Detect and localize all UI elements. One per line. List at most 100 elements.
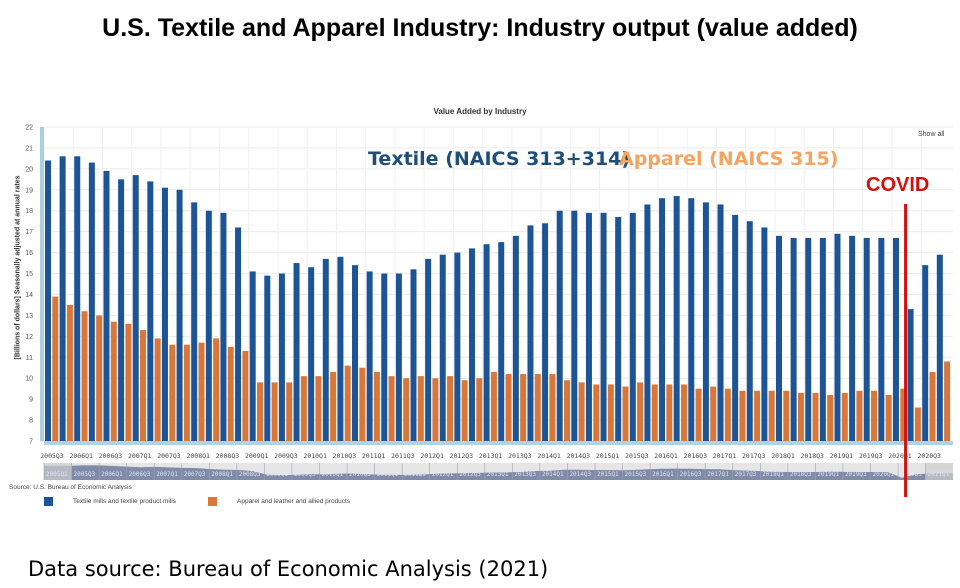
- bar-apparel: [768, 390, 775, 441]
- bar-apparel: [227, 346, 234, 441]
- y-tick-label: 12: [25, 334, 33, 341]
- bar-apparel: [549, 374, 556, 441]
- bar-apparel: [359, 367, 366, 441]
- bar-textile: [819, 237, 826, 441]
- y-tick-label: 20: [25, 166, 33, 173]
- bar-textile: [556, 210, 563, 441]
- bar-textile: [512, 235, 519, 441]
- x-tick-label: 2009Q1: [245, 452, 269, 460]
- y-tick-label: 8: [29, 418, 33, 425]
- x-tick-label: 2019Q3: [859, 452, 883, 460]
- navigator-label: 2014Q1: [542, 471, 564, 478]
- bar-textile: [468, 248, 475, 441]
- bar-textile: [381, 273, 388, 441]
- bar-textile: [863, 237, 870, 441]
- bar-textile: [629, 212, 636, 441]
- bar-textile: [688, 198, 695, 441]
- bar-textile: [659, 198, 666, 441]
- bar-textile: [761, 227, 768, 441]
- bar-apparel: [680, 384, 687, 441]
- navigator-label: 2006Q3: [129, 471, 151, 478]
- bar-textile: [542, 223, 549, 441]
- series-textile: [45, 156, 943, 442]
- x-tick-label: 2013Q3: [508, 452, 532, 460]
- bar-apparel: [812, 392, 819, 441]
- bar-textile: [308, 267, 315, 441]
- navigator-label: 2005Q1: [46, 471, 68, 478]
- navigator-label: 2007Q3: [184, 471, 206, 478]
- navigator-label: 2015Q3: [625, 471, 647, 478]
- x-tick-label: 2020Q3: [917, 452, 941, 460]
- bar-apparel: [52, 296, 59, 441]
- apparel-annotation: Apparel (NAICS 315): [619, 148, 839, 170]
- bar-textile: [922, 265, 929, 441]
- bar-apparel: [564, 380, 570, 441]
- bar-apparel: [373, 371, 380, 441]
- navigator-area: [44, 465, 953, 480]
- bar-textile: [235, 227, 242, 441]
- navigator-label: 2012Q3: [459, 471, 481, 478]
- x-tick-label: 2011Q1: [362, 452, 386, 460]
- bar-apparel: [914, 407, 921, 441]
- bar-textile: [205, 210, 212, 441]
- x-tick-label: 2007Q3: [157, 452, 181, 460]
- legend-label-textile: Textile mills and textile product mills: [73, 498, 176, 505]
- bar-apparel: [344, 365, 351, 441]
- x-tick-label: 2010Q1: [303, 452, 327, 460]
- x-tick-label: 2012Q3: [450, 452, 474, 460]
- navigator-label: 2014Q3: [569, 471, 591, 478]
- y-axis-label: [Billions of dollars] Seasonally adjuste…: [14, 175, 22, 360]
- bar-apparel: [856, 390, 863, 441]
- x-tick-label: 2019Q1: [830, 452, 854, 460]
- x-axis-line: [44, 441, 953, 445]
- bar-textile: [776, 235, 782, 441]
- navigator-label: 2008Q1: [211, 471, 233, 478]
- bar-apparel: [710, 386, 717, 441]
- bar-apparel: [286, 382, 293, 441]
- x-tick-label: 2016Q1: [654, 452, 678, 460]
- bar-textile: [278, 273, 285, 441]
- y-tick-label: 14: [25, 292, 33, 299]
- bar-apparel: [929, 371, 936, 441]
- navigator-label: 2008Q3: [239, 471, 261, 478]
- x-tick-label: 2011Q3: [391, 452, 415, 460]
- bar-apparel: [330, 371, 337, 441]
- navigator-handle-right: [925, 463, 953, 480]
- legend-label-apparel: Apparel and leather and allied products: [237, 498, 351, 505]
- selection-band: [40, 127, 44, 441]
- bar-apparel: [183, 344, 190, 441]
- bar-apparel: [96, 315, 103, 441]
- bar-apparel: [271, 382, 278, 441]
- x-tick-label: 2012Q1: [420, 452, 444, 460]
- show-all-button[interactable]: Show all: [918, 131, 945, 138]
- bar-textile: [936, 254, 943, 441]
- bar-apparel: [476, 378, 483, 441]
- x-tick-label: 2006Q1: [69, 452, 93, 460]
- navigator-label: 2011Q1: [377, 471, 399, 478]
- bar-textile: [673, 196, 680, 441]
- bar-apparel: [783, 390, 790, 441]
- bar-textile: [322, 258, 329, 441]
- legend-item-apparel[interactable]: Apparel and leather and allied products: [208, 497, 350, 506]
- legend-item-textile[interactable]: Textile mills and textile product mills: [44, 497, 176, 506]
- bar-textile: [439, 254, 446, 441]
- bar-textile: [746, 221, 753, 441]
- bar-apparel: [490, 371, 497, 441]
- x-tick-label: 2007Q1: [128, 452, 152, 460]
- x-tick-label: 2015Q3: [625, 452, 649, 460]
- bar-apparel: [534, 374, 541, 441]
- bar-apparel: [242, 350, 249, 441]
- bar-textile: [147, 181, 154, 441]
- bar-textile: [907, 309, 914, 441]
- x-tick-label: 2009Q3: [274, 452, 298, 460]
- bar-apparel: [637, 382, 644, 441]
- bar-apparel: [66, 304, 73, 441]
- navigator-label: 2019Q3: [845, 471, 867, 478]
- bar-apparel: [403, 378, 410, 441]
- y-tick-label: 7: [29, 439, 33, 446]
- bar-textile: [483, 244, 490, 441]
- x-tick-label: 2014Q3: [567, 452, 591, 460]
- bar-textile: [337, 256, 344, 441]
- bar-textile: [600, 212, 607, 441]
